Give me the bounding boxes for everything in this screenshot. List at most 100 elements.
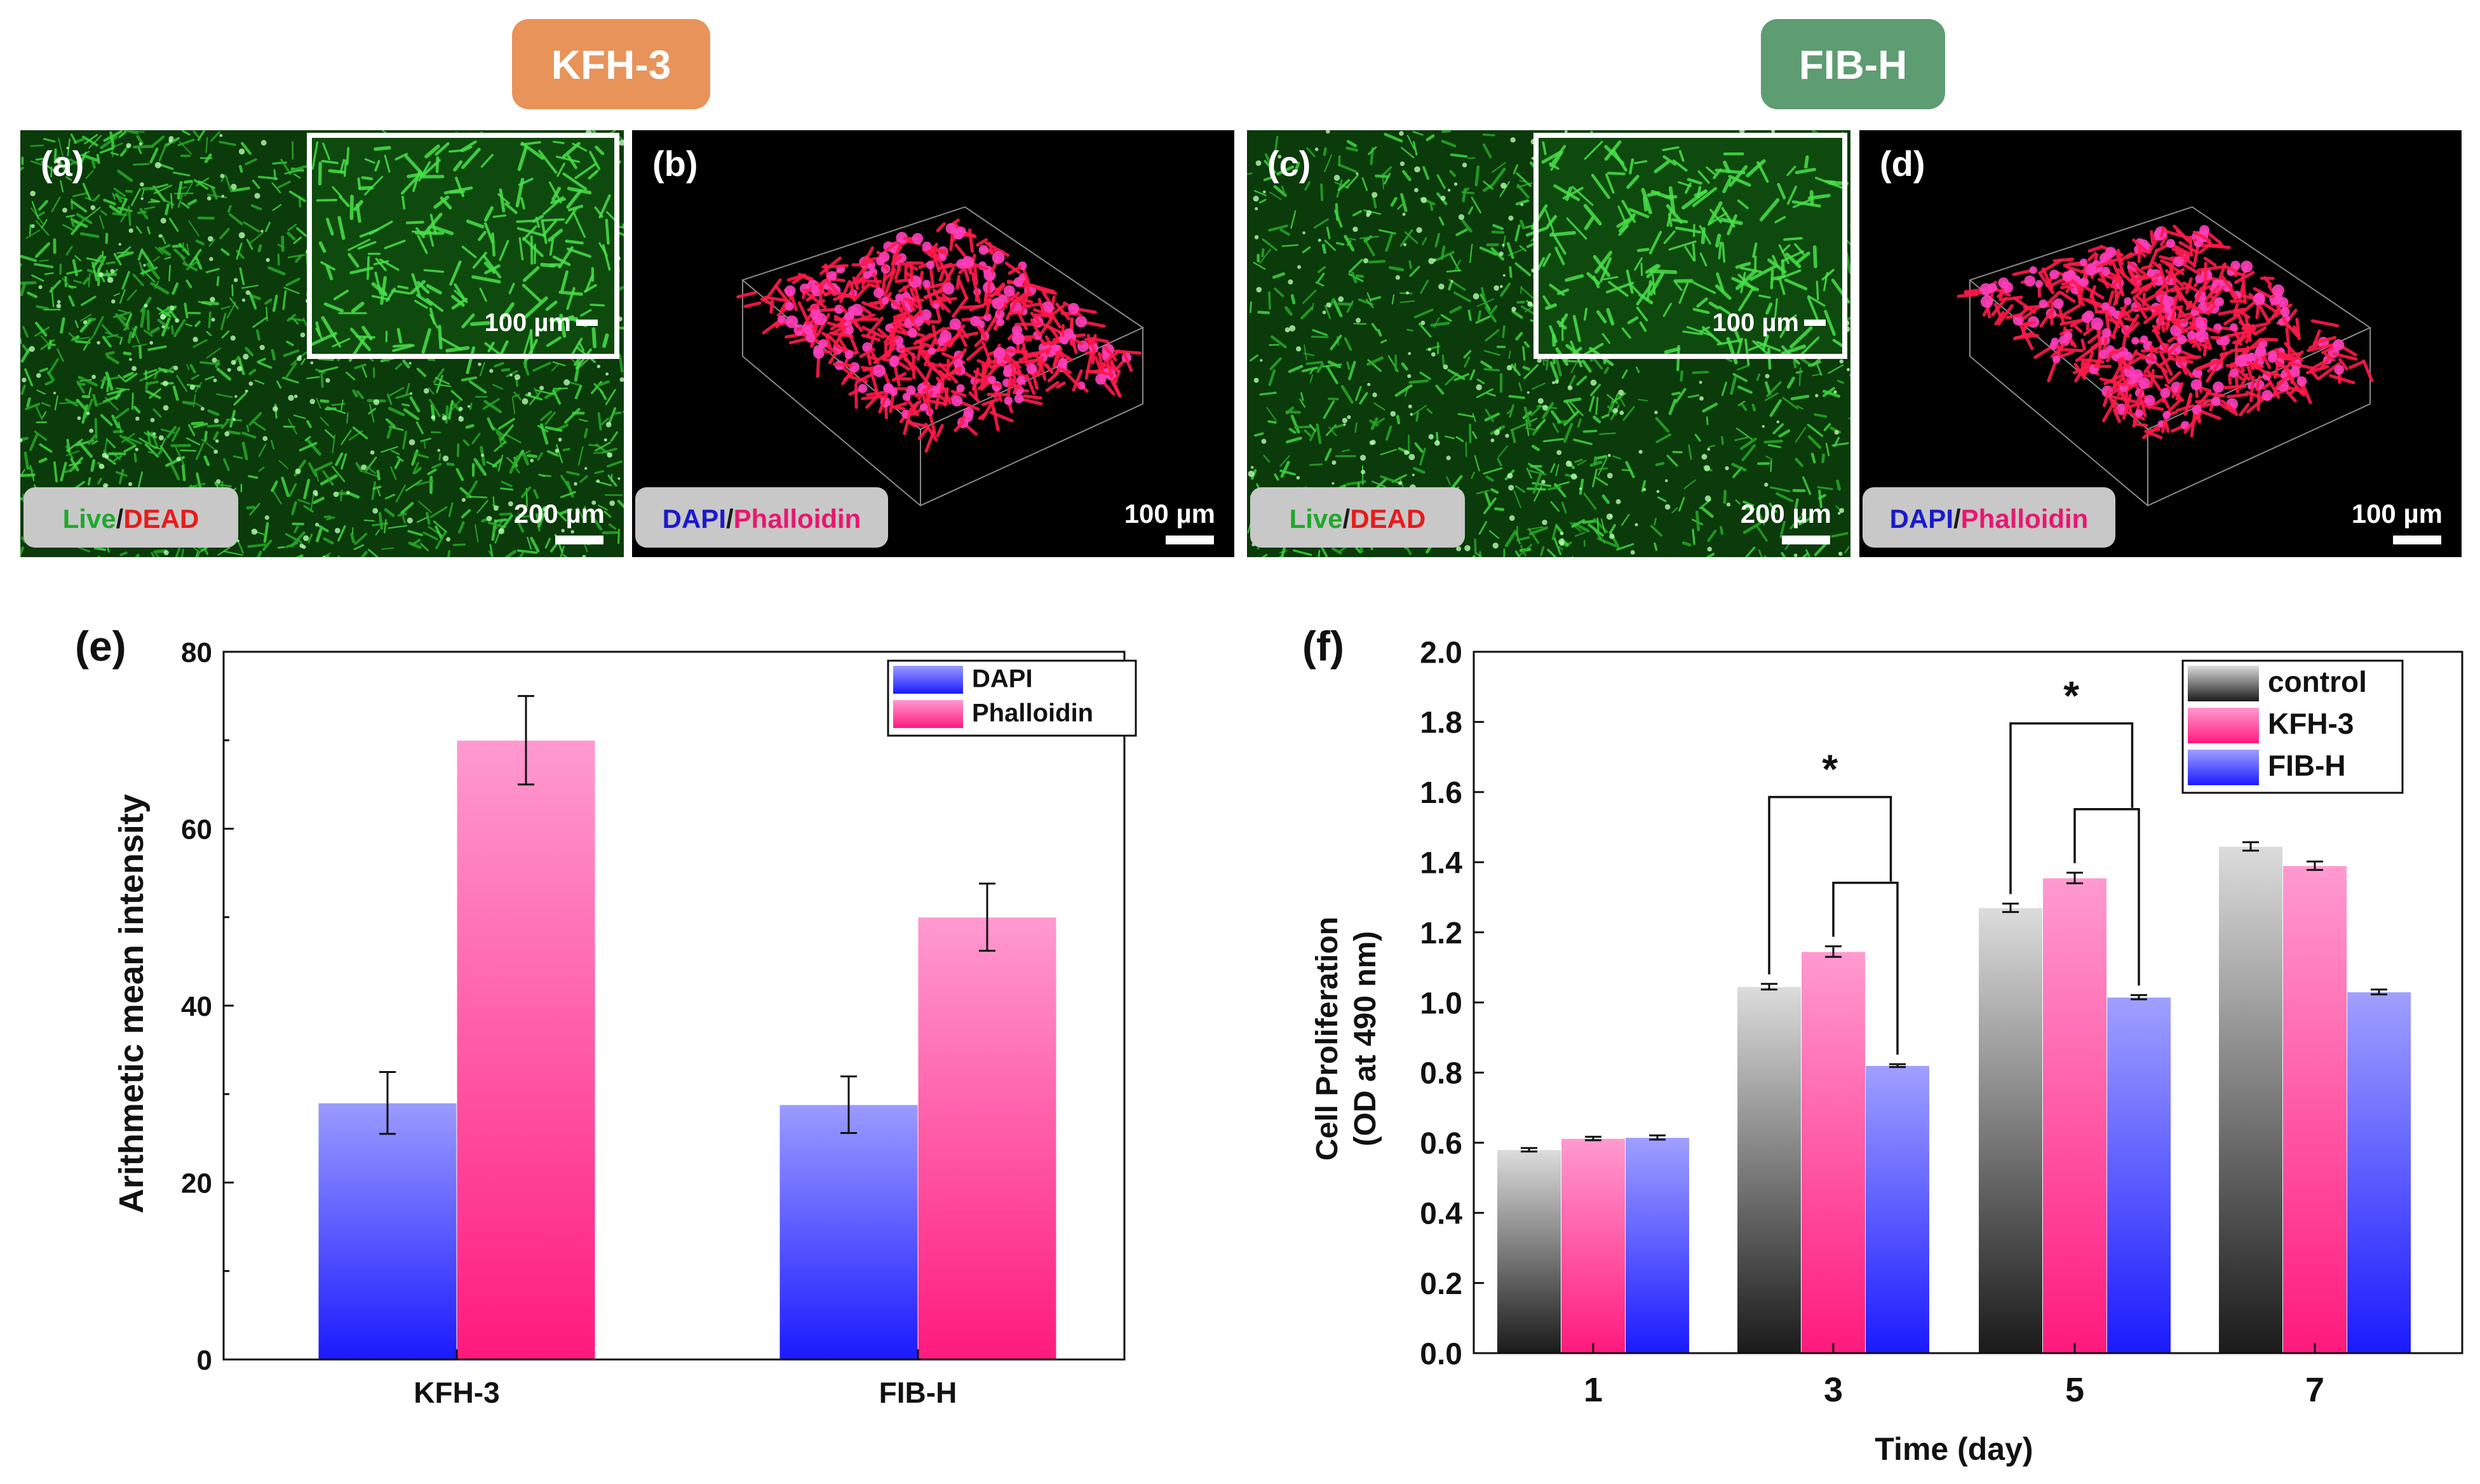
bar [2218, 846, 2283, 1354]
chart-e-ylabel: Arithmetic mean intensity [112, 794, 151, 1213]
micrograph-d: (d) DAPI/Phalloidin 100 µm [1859, 130, 2462, 557]
error-bar [1585, 1135, 1601, 1142]
y-tick-label: 2.0 [1420, 636, 1462, 670]
bar [1561, 1138, 1626, 1354]
stain-label-part: Live [1290, 504, 1343, 534]
panel-letter: (a) [41, 144, 84, 184]
chart-f: (f) 0.0 0.2 0.4 0.6 0.8 1.0 1.2 1.4 1.6 1.8 2.0 1 3 5… [1302, 623, 2463, 1467]
micrograph-texture [1957, 206, 2374, 507]
error-bar [2242, 841, 2259, 852]
bar [779, 1104, 919, 1360]
x-tick-label: 5 [2065, 1371, 2084, 1409]
scale-bar [2393, 536, 2441, 544]
stain-label: Live/DEAD [63, 504, 199, 534]
panel-letter-e: (e) [75, 623, 126, 670]
scale-bar [555, 536, 603, 544]
inset-scale-bar [1804, 320, 1826, 326]
stain-label: Live/DEAD [1290, 504, 1426, 534]
error-bar [1889, 1063, 1906, 1069]
y-tick-label: 0.0 [1420, 1337, 1462, 1371]
error-bar [2371, 988, 2387, 995]
stain-label-part: DEAD [123, 504, 199, 534]
inset-border [1533, 133, 1847, 359]
bar [1865, 1065, 1930, 1354]
bar [2282, 865, 2347, 1354]
bar [318, 1102, 457, 1360]
significance-star: * [2063, 673, 2079, 718]
error-bar [1649, 1134, 1666, 1141]
chart-f-bars [1497, 841, 2411, 1354]
error-bar [2131, 994, 2147, 1001]
x-tick-label: 7 [2305, 1371, 2324, 1409]
panel-letter: (b) [652, 144, 698, 184]
y-tick-label: 0.8 [1420, 1057, 1462, 1091]
y-tick-label: 1.4 [1420, 846, 1462, 880]
y-tick-label: 0.4 [1420, 1197, 1462, 1231]
header-label-kfh3-text: KFH-3 [551, 42, 671, 88]
stain-label-box [635, 487, 888, 548]
x-tick-label: FIB-H [879, 1376, 957, 1409]
stain-label-part: Phalloidin [1961, 504, 2089, 534]
inset-scale-label: 100 µm [1713, 309, 1799, 337]
bar [456, 739, 596, 1360]
micrograph-b: (b) DAPI/Phalloidin 100 µm [632, 130, 1234, 557]
header-label-fibh-text: FIB-H [1799, 42, 1908, 88]
legend-label: control [2268, 665, 2367, 698]
y-tick-label: 80 [181, 637, 212, 668]
stain-label-part: DAPI [663, 504, 726, 534]
legend-swatch [893, 666, 963, 694]
stain-label-part: / [1953, 504, 1961, 534]
micrograph-texture [736, 206, 1145, 507]
stain-label-box [1863, 487, 2115, 548]
bar [1737, 986, 1802, 1354]
bar [1497, 1149, 1561, 1354]
chart-f-axes: 0.0 0.2 0.4 0.6 0.8 1.0 1.2 1.4 1.6 1.8 2.0 1 3 5 7 [1420, 636, 2463, 1409]
x-tick-label: 1 [1584, 1371, 1603, 1409]
inset-scale-label: 100 µm [485, 309, 571, 337]
panel-letter: (d) [1880, 144, 1925, 184]
stain-label-part: Live [63, 504, 116, 534]
y-tick-label: 0.2 [1420, 1267, 1462, 1301]
chart-f-legend: control KFH-3 FIB-H [2181, 659, 2404, 794]
y-tick-label: 1.8 [1420, 706, 1462, 740]
significance-bracket [2009, 722, 2140, 986]
chart-e: (e) 0 20 40 60 80 KFH-3 FIB-H Arithmetic mean … [75, 623, 1137, 1409]
legend-label: KFH-3 [2268, 707, 2354, 740]
y-tick-label: 1.0 [1420, 987, 1462, 1020]
bracket-outer [2009, 722, 2134, 894]
error-bar [379, 1070, 396, 1135]
significance-star: * [1822, 746, 1838, 792]
stain-label-box [24, 487, 238, 548]
stain-label-box [1250, 487, 1465, 548]
y-tick-label: 1.2 [1420, 917, 1462, 950]
legend-swatch [2188, 666, 2259, 701]
y-tick-label: 20 [181, 1168, 212, 1199]
micrograph-inset: 100 µm [307, 133, 620, 374]
panel-letter: (c) [1267, 144, 1311, 184]
significance-bracket [1768, 795, 1899, 1055]
legend-label: DAPI [972, 664, 1033, 692]
error-bar [518, 695, 534, 786]
x-tick-label: 3 [1824, 1371, 1843, 1409]
bar [2347, 991, 2411, 1354]
legend-swatch [2188, 750, 2259, 785]
legend-label: Phalloidin [972, 699, 1093, 727]
micrograph-panels: 100 µm (a) Live/DEAD 200 µm (b) DAPI /Phalloid… [20, 130, 2462, 557]
scale-label: 200 µm [1741, 499, 1831, 529]
header-label-fibh: FIB-H [1761, 19, 1945, 109]
bracket-inner [2073, 808, 2140, 986]
header-label-kfh3: KFH-3 [512, 19, 710, 109]
error-bar [2002, 902, 2019, 914]
inset-border [307, 133, 619, 359]
legend-swatch [2188, 708, 2259, 743]
bar [2042, 877, 2107, 1354]
chart-f-xlabel: Time (day) [1875, 1431, 2033, 1467]
bracket-inner [1832, 881, 1899, 1055]
bracket-outer [1768, 795, 1892, 975]
panel-letter-f: (f) [1302, 623, 1344, 670]
scale-label: 200 µm [514, 499, 605, 529]
error-bar [2066, 872, 2083, 884]
error-bar [2307, 860, 2323, 871]
scale-label: 100 µm [1124, 499, 1215, 529]
